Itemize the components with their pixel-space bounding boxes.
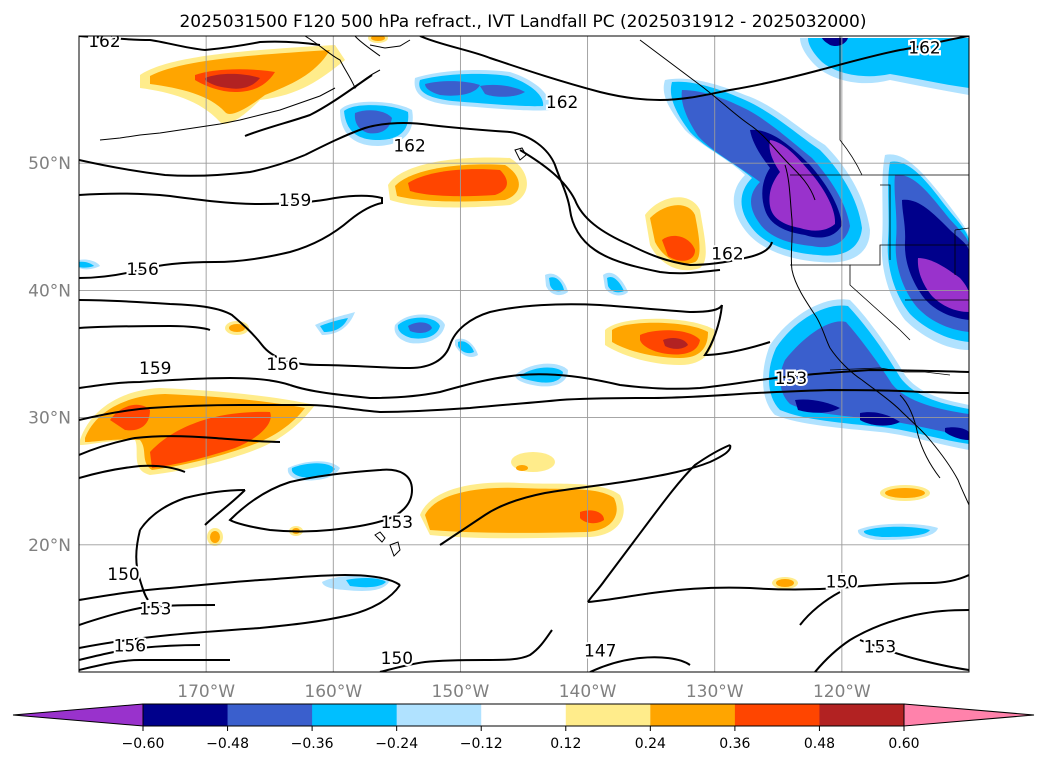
colorbar-tick-label: −0.36 — [291, 736, 334, 752]
map-gridlines — [79, 36, 969, 672]
contour-label-156: 156 — [126, 260, 158, 280]
contour-label-153: 153 — [864, 638, 896, 658]
political-boundaries — [790, 36, 969, 376]
map-frame — [78, 35, 970, 673]
colorbar-tick-label: 0.48 — [804, 736, 835, 752]
lon-tick-label: 150°W — [432, 682, 490, 702]
shade-region-central-north — [388, 157, 527, 208]
lon-tick-label: 160°W — [304, 682, 362, 702]
colorbar-tick-label: 0.60 — [888, 736, 919, 752]
contour-label-150: 150 — [107, 565, 139, 585]
contour-label-162: 162 — [88, 32, 120, 52]
contour-label-147: 147 — [584, 641, 616, 661]
lat-tick-label: 50°N — [28, 154, 71, 174]
shade-region-northeast-corner — [800, 38, 969, 95]
lat-tick-label: 20°N — [28, 536, 71, 556]
colorbar-segment — [396, 704, 482, 726]
shade-region-aleutian — [140, 45, 345, 124]
colorbar-tick-label: −0.48 — [206, 736, 249, 752]
contour-label-150: 150 — [826, 573, 858, 593]
shade-region-pacific-northwest — [663, 78, 870, 263]
colorbar-tick-label: −0.60 — [122, 736, 165, 752]
axis-tick-labels: 170°W 160°W 150°W 140°W 130°W 120°W 20°N 30°N 40… — [28, 154, 871, 702]
colorbar-segment — [227, 704, 313, 726]
contour-label-153: 153 — [139, 599, 171, 619]
lat-tick-label: 30°N — [28, 409, 71, 429]
colorbar-segment — [481, 704, 567, 726]
colorbar-segment — [734, 704, 820, 726]
colorbar-segment — [312, 704, 398, 726]
colorbar-extend-high — [903, 703, 1035, 727]
shade-region-small-warm — [207, 36, 930, 589]
coastlines — [99, 36, 969, 557]
shade-region-east-central — [605, 318, 715, 365]
colorbar-tick-label: 0.36 — [719, 736, 750, 752]
colorbar-segment — [819, 704, 905, 726]
figure-title: 2025031500 F120 500 hPa refract., IVT La… — [179, 12, 866, 32]
contour-label-156: 156 — [266, 355, 298, 375]
colorbar-tick-label: −0.12 — [460, 736, 503, 752]
colorbar-segment — [565, 704, 651, 726]
contour-label-162: 162 — [908, 38, 940, 58]
colorbar-segment — [650, 704, 736, 726]
contour-label-162: 162 — [711, 245, 743, 265]
contour-label-159: 159 — [139, 359, 171, 379]
colorbar-frame — [142, 703, 905, 727]
lon-tick-label: 140°W — [559, 682, 617, 702]
refractivity-shading — [79, 36, 969, 591]
lon-tick-label: 120°W — [813, 682, 871, 702]
shade-region-interior-west — [881, 154, 969, 350]
shade-region-central-subtropical — [420, 482, 624, 539]
colorbar: −0.60 −0.48 −0.36 −0.24 −0.12 0.12 0.24 0.36 0.4… — [12, 703, 1035, 752]
contour-labels: 1621621621621621591591561561561531531531… — [86, 32, 943, 671]
contour-label-150: 150 — [381, 649, 413, 669]
map-panel: 1621621621621621591591561561561531531531… — [28, 32, 970, 702]
geopotential-contours — [79, 36, 969, 672]
contour-label-153: 153 — [775, 369, 807, 389]
contour-label-159: 159 — [279, 191, 311, 211]
shade-region-oregon-offshore — [645, 197, 706, 271]
lon-tick-label: 130°W — [686, 682, 744, 702]
colorbar-segment — [143, 704, 229, 726]
colorbar-tick-label: 0.24 — [635, 736, 666, 752]
lat-tick-label: 40°N — [28, 281, 71, 301]
lon-tick-label: 170°W — [177, 682, 235, 702]
shade-region-west-subtropical — [80, 388, 315, 475]
contour-label-156: 156 — [114, 636, 146, 656]
contour-label-162: 162 — [393, 136, 425, 156]
contour-label-162: 162 — [546, 93, 578, 113]
colorbar-tick-label: 0.12 — [550, 736, 581, 752]
colorbar-tick-label: −0.24 — [375, 736, 418, 752]
contour-label-153: 153 — [381, 513, 413, 533]
shade-region-california — [763, 299, 969, 450]
colorbar-extend-low — [12, 703, 144, 727]
